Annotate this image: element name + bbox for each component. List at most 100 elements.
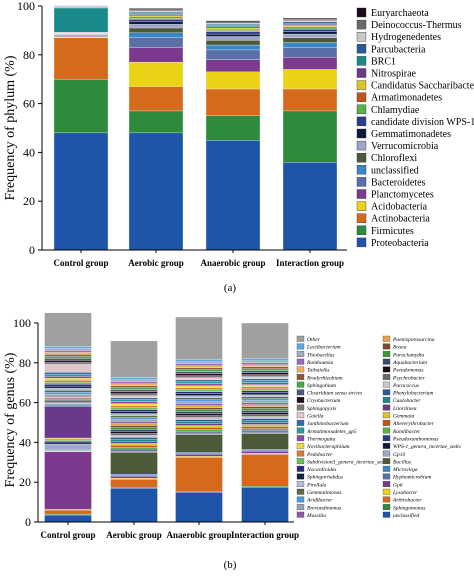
bar-segment-arthrobacter — [241, 454, 289, 487]
bar-segment-phenylobacterium — [110, 437, 158, 440]
legend-label: Other — [307, 337, 321, 343]
legend-swatch — [296, 381, 305, 388]
legend-label: Proteobacteria — [371, 238, 429, 249]
legend-swatch — [382, 488, 391, 495]
legend-label: Gp6 — [393, 482, 403, 488]
bar-segment-pedobacter — [44, 380, 92, 383]
y-tick-label: 100 — [17, 0, 35, 13]
legend-label: Chloroflexi — [371, 153, 417, 164]
bar-segment-unclassified — [241, 487, 289, 523]
phylum-bars — [53, 5, 338, 251]
bar-segment-pirellula — [44, 388, 92, 391]
bar-segment-taibaiella — [175, 365, 223, 368]
bar-segment-pseudomonas — [175, 413, 223, 416]
bar-segment-clostridium-sensu-stricto — [110, 389, 158, 392]
bar-segment-brevundimonas — [175, 401, 223, 404]
bar-segment-gemmatimonas — [241, 396, 289, 399]
legend-label: Bacteroidetes — [371, 177, 426, 188]
bar-segment-armatimonadetes — [282, 26, 338, 29]
bar-segment-bosea — [110, 425, 158, 428]
bar-segment-firmicutes — [128, 110, 184, 134]
bar-segment-acidobacteria — [128, 61, 184, 87]
bar-segment-caulobacter — [175, 421, 223, 424]
bar-segment-proteobacteria — [128, 132, 184, 251]
legend-swatch — [382, 374, 391, 380]
bar-segment-altererythrobacter — [241, 426, 289, 429]
bar-segment-gemmatimonadetes — [282, 31, 338, 35]
bar-segment-chloroflexi — [282, 37, 338, 43]
bar-segment-candidatus-saccharibacteria — [282, 25, 338, 27]
y-tick-label: 60 — [23, 97, 35, 111]
bar-segment-chloroflexi — [205, 40, 261, 46]
bar-segment-sphingorhabdus — [110, 411, 158, 414]
bar-segment-parcubacteria — [282, 21, 338, 24]
legend-swatch — [296, 404, 305, 411]
bar-segment-pirellula — [175, 395, 223, 398]
legend-label: Phenylobacterium — [392, 391, 433, 397]
bar-segment-sphingorhabdus — [241, 392, 289, 395]
legend-swatch — [296, 450, 305, 457]
bar-segment-janthinobacterium — [110, 397, 158, 400]
bar-segment-thermogutta — [110, 401, 158, 404]
bar-segment-gemmata — [241, 424, 289, 427]
phylum-axis: 0 20 40 60 80 100 Control group Aerobic group An… — [17, 0, 347, 268]
legend-label: Litorilinea — [392, 406, 417, 412]
legend-swatch — [382, 335, 391, 342]
bar-segment-gaiella — [241, 376, 289, 379]
bar-segment-ramlibacter — [175, 429, 223, 432]
legend-label: Romboutsia — [306, 360, 334, 366]
bar-segment-other — [175, 316, 223, 360]
legend-label: Verrucomicrobia — [371, 141, 439, 152]
bar-segment-aridibacter — [44, 392, 92, 395]
legend-swatch — [356, 177, 367, 187]
x-category-label: Control group — [54, 258, 109, 268]
legend-swatch — [296, 397, 305, 403]
bar-segment-paracoccus — [110, 435, 158, 438]
legend-swatch — [296, 458, 305, 465]
legend-label: Massilia — [306, 513, 326, 519]
legend-label: WPS-1_genera_incertae_sedis — [393, 444, 461, 450]
legend-swatch — [296, 419, 305, 426]
bar-segment-subdivision3-genera-incertae-sedis — [110, 407, 158, 410]
legend-swatch — [382, 481, 391, 488]
bar-segment-actinobacteria — [53, 37, 109, 80]
bar-segment-gemmatimonadetes — [128, 21, 184, 25]
legend-swatch — [356, 213, 367, 223]
legend-label: unclassified — [371, 165, 419, 176]
legend-label: Paraclamydia — [392, 352, 424, 358]
legend-swatch — [356, 165, 367, 175]
bar-segment-armatimonadetes-gp5 — [110, 399, 158, 402]
bar-segment-gp6 — [175, 454, 223, 457]
bar-segment-aridibacter — [241, 398, 289, 401]
legend-swatch — [382, 450, 391, 457]
bar-segment-nitrospirae — [128, 14, 184, 16]
legend-label: Sphingobium — [307, 383, 336, 389]
bar-segment-gemmatimonas — [44, 390, 92, 393]
bar-segment-proteobacteria — [53, 132, 109, 251]
bar-segment-hydrogenedentes — [205, 22, 261, 25]
bar-segment-litorilinea — [241, 422, 289, 425]
x-category-label: Aerobic group — [106, 530, 161, 540]
legend-label: Euryarchaeota — [371, 8, 429, 19]
legend-swatch — [382, 442, 391, 449]
bar-segment-gemmatimonas — [175, 397, 223, 400]
bar-segment-bacteroidetes — [282, 47, 338, 58]
bar-segment-massilia — [110, 421, 158, 424]
bar-segment-pedobacter — [175, 387, 223, 390]
legend-label: Armatimonadetes_gp5 — [306, 429, 357, 435]
legend-swatch — [382, 412, 391, 419]
bar-segment-thiobacillus — [241, 360, 289, 363]
y-tick-label: 0 — [29, 243, 35, 257]
bar-segment-sphingorhabdus — [175, 393, 223, 396]
legend-label: Gaiella — [307, 414, 324, 420]
bar-segment-paraclamydia — [241, 408, 289, 411]
bar-segment-other — [44, 312, 92, 347]
bar-segment-sphingopyxis — [175, 375, 223, 378]
legend-label: unclassified — [393, 512, 420, 519]
panel-label-a: (a) — [224, 282, 237, 294]
x-category-label: Aerobic group — [128, 258, 183, 268]
bar-segment-arthrobacter — [110, 479, 158, 488]
legend-label: Hyphomicrobium — [392, 475, 431, 481]
bar-segment-brevundimonas — [110, 419, 158, 422]
